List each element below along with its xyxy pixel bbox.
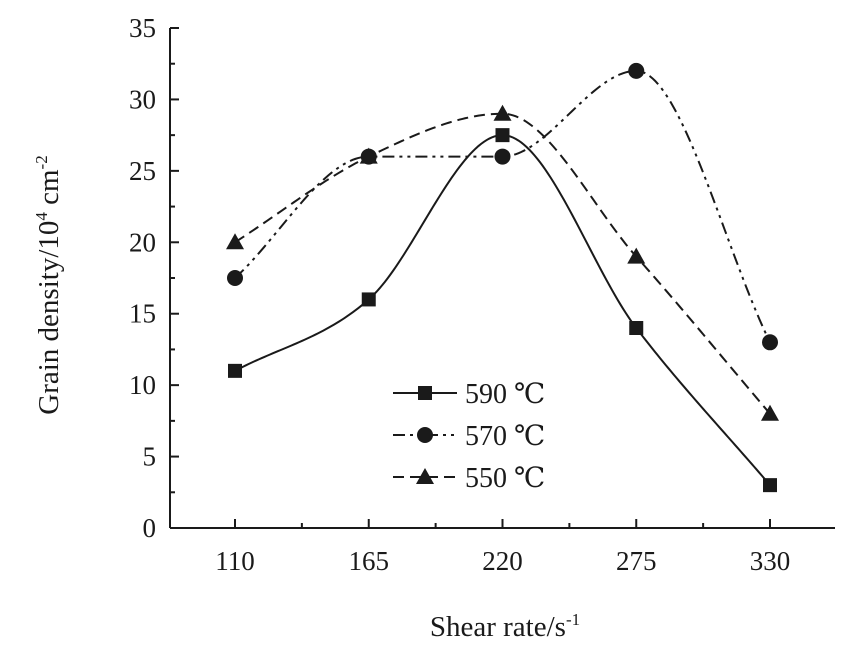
x-tick-label: 330 [750, 546, 791, 576]
legend-entry: 590 ℃ [393, 379, 545, 410]
y-tick-label: 0 [143, 513, 157, 543]
y-tick-label: 15 [129, 299, 156, 329]
data-point [495, 128, 510, 143]
y-axis-title-text: Grain density/10 [33, 221, 65, 415]
legend-label: 590 ℃ [465, 379, 545, 410]
series-0 [228, 128, 777, 493]
y-tick-label: 10 [129, 370, 156, 400]
data-point [627, 247, 646, 264]
y-tick-label: 30 [129, 84, 156, 114]
data-point [761, 404, 779, 421]
data-point [359, 147, 378, 164]
x-axis-title-text: Shear rate/s [430, 611, 566, 643]
data-point [227, 270, 243, 286]
y-tick-label: 20 [129, 227, 156, 257]
series-line [234, 112, 771, 415]
y-tick-label: 5 [143, 442, 157, 472]
data-point [629, 321, 644, 335]
legend-label: 550 ℃ [465, 463, 545, 494]
y-tick-label: 25 [129, 156, 156, 186]
x-tick-label: 275 [616, 546, 657, 576]
data-point [361, 292, 376, 307]
x-tick-label: 220 [482, 546, 523, 576]
data-point [493, 104, 512, 121]
y-axis-title-unit: cm [33, 169, 65, 212]
data-point [763, 478, 777, 493]
data-point [228, 363, 242, 378]
series-2 [226, 104, 779, 421]
series-layer [226, 62, 779, 493]
y-axis-title: Grain density/104 cm-2 [32, 155, 65, 414]
x-tick-label: 165 [349, 546, 390, 576]
y-axis-title-unit-exponent: -2 [32, 155, 51, 169]
x-axis-title-superscript: -1 [566, 610, 580, 629]
legend-entry: 570 ℃ [393, 421, 545, 452]
legend: 590 ℃ 570 ℃ 550 ℃ [393, 379, 545, 494]
legend-swatch-marker [416, 468, 434, 484]
x-axis-title: Shear rate/s-1 [430, 610, 580, 643]
legend-swatch-marker [418, 386, 432, 400]
data-point [628, 62, 645, 79]
data-point [494, 148, 511, 165]
data-point [762, 334, 778, 351]
legend-entry: 550 ℃ [393, 463, 545, 494]
legend-swatch-marker [417, 427, 433, 443]
plot-axes: 0 5 10 15 20 25 30 35 110 165 220 275 330 [129, 13, 835, 576]
x-tick-label: 110 [215, 546, 255, 576]
y-axis-title-exponent: 4 [32, 212, 51, 221]
series-line [234, 69, 771, 343]
series-1 [227, 62, 778, 351]
data-point [226, 233, 244, 250]
y-tick-label: 35 [129, 13, 156, 43]
legend-label: 570 ℃ [465, 421, 545, 452]
